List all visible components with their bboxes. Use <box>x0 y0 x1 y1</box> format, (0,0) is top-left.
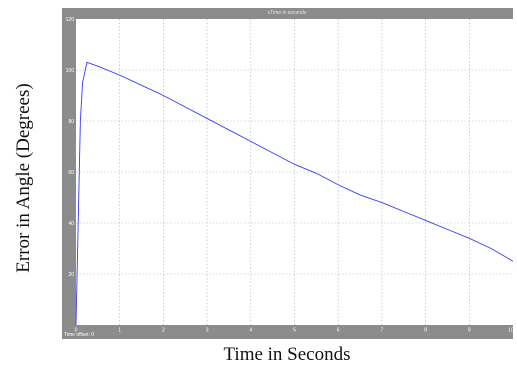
grid <box>76 19 513 325</box>
scope-title: xTime in seconds <box>268 10 307 16</box>
y-tick-label: 100 <box>66 68 75 74</box>
x-tick-label: 9 <box>468 328 471 334</box>
x-tick-label: 0 <box>75 328 78 334</box>
x-tick-label: 4 <box>249 328 252 334</box>
x-axis: 0 1 2 3 4 5 6 7 8 9 10 <box>75 328 513 334</box>
x-tick-label: 5 <box>293 328 296 334</box>
y-tick-label: 40 <box>68 221 74 227</box>
x-tick-label: 7 <box>381 328 384 334</box>
x-tick-label: 1 <box>118 328 121 334</box>
x-tick-label: 3 <box>206 328 209 334</box>
y-tick-label: 60 <box>68 170 74 176</box>
y-tick-label: 120 <box>66 17 75 23</box>
y-axis-label: Error in Angle (Degrees) <box>13 83 34 273</box>
x-tick-label: 6 <box>337 328 340 334</box>
x-tick-label: 2 <box>162 328 165 334</box>
x-tick-label: 10 <box>508 328 513 334</box>
y-tick-label: 80 <box>68 119 74 125</box>
x-tick-label: 8 <box>424 328 427 334</box>
status-bar-text: Time offset: 0 <box>64 332 94 338</box>
y-axis: 20 40 60 80 100 120 <box>66 17 75 278</box>
scope-window: xTime in seconds 20 40 60 80 100 120 0 1 2 3 4 5 6 7… <box>62 8 513 339</box>
x-axis-label: Time in Seconds <box>223 344 351 365</box>
y-tick-label: 20 <box>68 272 74 278</box>
error-angle-line <box>75 61 513 326</box>
